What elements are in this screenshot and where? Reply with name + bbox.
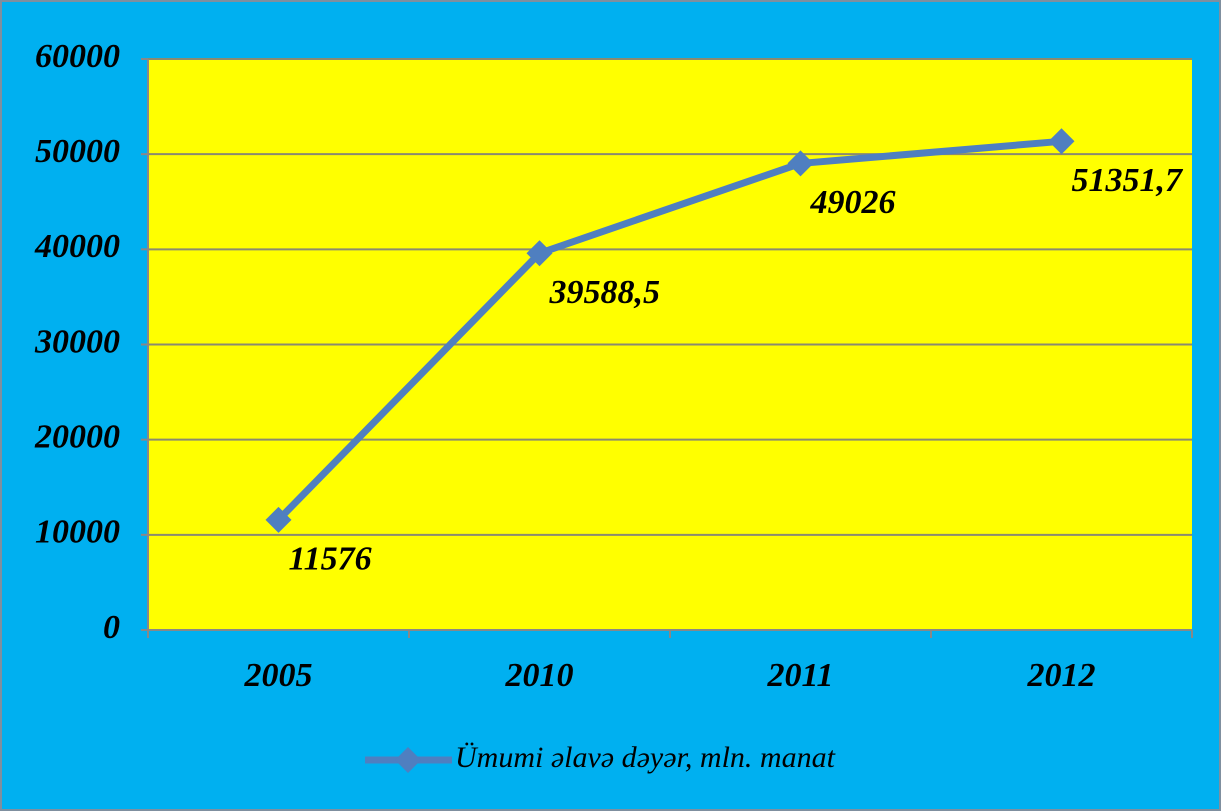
- legend-label: Ümumi əlavə dəyər, mln. manat: [455, 741, 836, 774]
- legend-marker: [395, 747, 421, 773]
- x-tick-label: 2012: [1027, 657, 1096, 694]
- y-tick-label: 50000: [35, 133, 120, 170]
- series-line: [275, 137, 1062, 523]
- x-tick-label: 2010: [505, 657, 574, 694]
- y-tick-label: 0: [103, 609, 120, 646]
- x-tick-label: 2005: [244, 657, 313, 694]
- y-tick-label: 10000: [35, 514, 120, 551]
- y-tick-label: 60000: [35, 38, 120, 75]
- data-label: 39588,5: [549, 274, 661, 311]
- data-label: 11576: [289, 541, 372, 578]
- y-tick-label: 30000: [34, 323, 120, 360]
- data-label: 49026: [810, 184, 896, 221]
- y-tick-label: 40000: [34, 228, 120, 265]
- marker: [1048, 128, 1075, 155]
- marker: [265, 506, 292, 533]
- data-label: 51351,7: [1072, 162, 1185, 199]
- x-tick-label: 2011: [766, 657, 833, 694]
- y-tick-label: 20000: [34, 418, 120, 455]
- marker: [787, 150, 814, 177]
- marker: [526, 240, 553, 267]
